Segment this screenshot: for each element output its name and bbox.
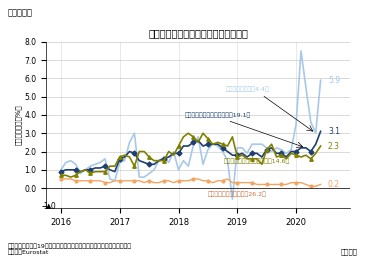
Text: 財（エネルギー除く）〔26.2〕: 財（エネルギー除く）〔26.2〕 <box>208 192 267 197</box>
Title: ユーロ圏の飲食料価格の上昇率と内訳: ユーロ圏の飲食料価格の上昇率と内訳 <box>148 28 248 38</box>
Text: ▲: ▲ <box>46 203 51 209</box>
Text: 飲食料（アルコール含む）〔19.1〕: 飲食料（アルコール含む）〔19.1〕 <box>185 112 251 118</box>
Text: （月次）: （月次） <box>341 249 358 255</box>
Text: （図表３）: （図表３） <box>7 8 32 17</box>
Text: 5.9: 5.9 <box>328 76 340 85</box>
Text: うち未加工食品〔4.4〕: うち未加工食品〔4.4〕 <box>225 87 269 92</box>
Text: 0.2: 0.2 <box>328 180 340 189</box>
Text: うち加工食品・アルコール〔14.6〕: うち加工食品・アルコール〔14.6〕 <box>224 159 290 164</box>
Y-axis label: （前年同月比、%）: （前年同月比、%） <box>15 105 22 145</box>
Text: 3.1: 3.1 <box>328 127 340 136</box>
Text: （注）ユーロ圏は19か国のデータ、〔〕内は総合指数に対するウェイト
（資料）Eurostat: （注）ユーロ圏は19か国のデータ、〔〕内は総合指数に対するウェイト （資料）Eu… <box>7 243 131 255</box>
Text: -1.0: -1.0 <box>41 202 56 211</box>
Text: 2.3: 2.3 <box>328 141 340 150</box>
